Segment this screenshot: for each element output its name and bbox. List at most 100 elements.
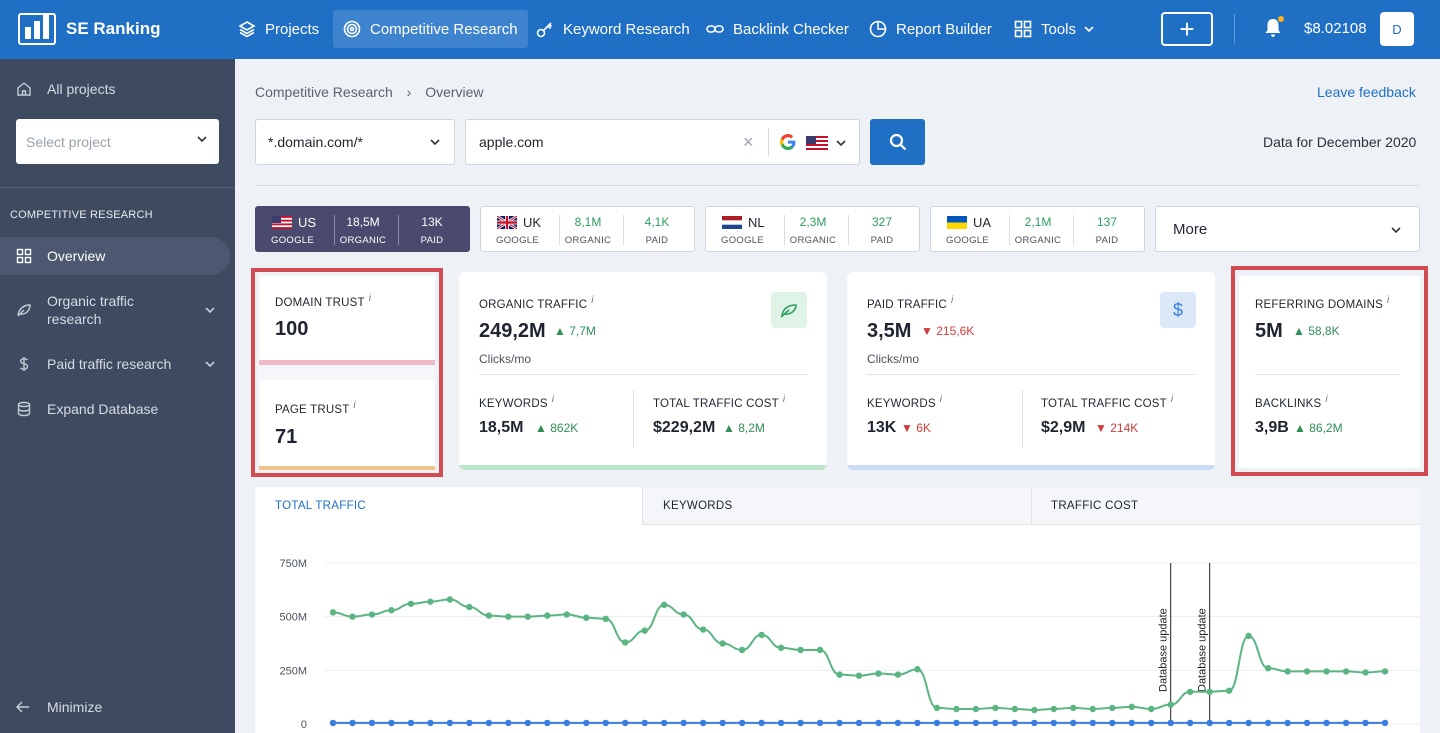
nav-projects[interactable]: Projects (228, 10, 329, 48)
sidebar-minimize[interactable]: Minimize (0, 697, 230, 717)
bell-icon[interactable] (1264, 18, 1282, 38)
paid-traffic-value: 3,5M (867, 320, 912, 342)
data-point (914, 666, 921, 673)
data-point (777, 644, 785, 651)
data-point (505, 719, 512, 727)
breadcrumb-overview: Overview (425, 84, 484, 100)
referring-domains-delta: ▲ 58,8K (1293, 324, 1340, 338)
chevron-down-icon (430, 139, 440, 145)
data-point (1148, 719, 1155, 727)
database-tab-ua[interactable]: UA GOOGLE 2,1M ORGANIC 137 PAID (930, 206, 1145, 252)
sidebar-item-expand-database[interactable]: Expand Database (0, 399, 230, 419)
data-point (894, 719, 902, 727)
tab-divider (559, 215, 560, 245)
data-point (992, 704, 999, 712)
backlinks-value: 3,9B (1255, 419, 1289, 436)
tab-divider (1031, 487, 1032, 525)
logo[interactable]: SE Ranking (18, 13, 160, 45)
sidebar-item-overview[interactable]: Overview (0, 237, 230, 275)
add-button[interactable]: + (1161, 12, 1213, 46)
leave-feedback-link[interactable]: Leave feedback (1317, 84, 1416, 100)
backlinks-delta: ▲ 86,2M (1294, 421, 1343, 435)
card-divider (479, 374, 807, 375)
sidebar-item-all-projects[interactable]: All projects (0, 79, 230, 99)
data-point (1109, 704, 1116, 712)
nav-tools[interactable]: Tools (1004, 10, 1104, 48)
data-point (544, 612, 551, 619)
data-point (583, 719, 590, 727)
data-point (563, 611, 570, 618)
referring-domains-value: 5M (1255, 320, 1283, 342)
traffic-chart-panel: TOTAL TRAFFIC KEYWORDS TRAFFIC COST 750M… (255, 487, 1420, 733)
data-point (1225, 687, 1233, 694)
tab-keywords[interactable]: KEYWORDS (643, 487, 1031, 525)
avatar[interactable]: D (1380, 12, 1414, 46)
search-icon (889, 133, 906, 151)
sidebar-item-paid-traffic[interactable]: Paid traffic research (0, 354, 230, 374)
uk-flag-icon (497, 216, 517, 229)
data-point (699, 626, 707, 633)
organic-traffic-value: 249,2M (479, 320, 546, 342)
tab-divider (1073, 215, 1074, 245)
dollar-icon (19, 357, 29, 371)
breadcrumb-competitive-research[interactable]: Competitive Research (255, 84, 393, 100)
data-point (855, 719, 863, 727)
top-navigation-bar: SE Ranking Projects Competitive Research… (0, 0, 1440, 59)
paid-cost-label: TOTAL TRAFFIC COST i (1041, 394, 1174, 410)
card-gap (259, 365, 435, 380)
paid-keywords-delta: ▼ 6K (901, 421, 931, 435)
account-balance[interactable]: $8.02108 (1304, 20, 1367, 37)
data-point (1225, 719, 1233, 727)
database-tab-nl[interactable]: NL GOOGLE 2,3M ORGANIC 327 PAID (705, 206, 920, 252)
tab-traffic-cost[interactable]: TRAFFIC COST (1031, 487, 1420, 525)
data-point (368, 719, 376, 727)
organic-keywords-delta: ▲ 862K (535, 421, 579, 435)
traffic-line-chart: 750M 500M 250M 0 Database update Database upd… (279, 558, 1420, 731)
data-point (602, 615, 609, 623)
organic-cost-label: TOTAL TRAFFIC COST i (653, 394, 786, 410)
data-point (368, 611, 376, 618)
paid-keywords-label: KEYWORDS i (867, 394, 943, 410)
nav-keyword-research[interactable]: Keyword Research (526, 10, 700, 48)
tab-divider (1009, 215, 1010, 245)
search-button[interactable] (870, 119, 925, 165)
data-point (719, 719, 726, 727)
nav-report-builder[interactable]: Report Builder (859, 10, 1002, 48)
domain-trust-section: DOMAIN TRUST i 100 (259, 276, 435, 363)
data-point (466, 719, 473, 727)
data-point (524, 719, 532, 727)
referring-domains-card: REFERRING DOMAINS i 5M ▲ 58,8K BACKLINKS i… (1239, 276, 1420, 468)
data-point (1206, 688, 1213, 695)
select-project-dropdown[interactable]: Select project (16, 119, 219, 164)
data-point (1070, 719, 1077, 727)
organic-traffic-card: ORGANIC TRAFFIC i 249,2M ▲ 7,7M Clicks/mo… (459, 272, 827, 470)
data-point (894, 671, 902, 678)
highlight-box-trust (251, 268, 443, 477)
data-point (349, 719, 356, 727)
domain-search-input[interactable]: apple.com × (465, 119, 860, 165)
clear-icon[interactable]: × (743, 132, 754, 152)
chevron-down-icon[interactable] (836, 140, 846, 146)
info-icon: i (1387, 295, 1390, 306)
data-point (738, 646, 746, 654)
data-point (1245, 632, 1252, 640)
organic-card-bar (459, 465, 827, 470)
data-point (1245, 719, 1252, 727)
highlight-box-referring (1231, 266, 1428, 476)
data-point (641, 627, 648, 634)
tab-total-traffic[interactable]: TOTAL TRAFFIC (255, 487, 643, 525)
sidebar-item-organic-traffic[interactable]: Organic traffic research (0, 291, 230, 329)
nav-backlink-checker[interactable]: Backlink Checker (696, 10, 859, 48)
home-icon (17, 82, 31, 96)
database-tab-us[interactable]: US GOOGLE 18,5M ORGANIC 13K PAID (255, 206, 470, 252)
search-mode-select[interactable]: *.domain.com/* (255, 119, 455, 165)
google-icon (780, 134, 796, 150)
data-point (1031, 719, 1038, 727)
data-point (680, 719, 687, 727)
annotation-label: Database update (1197, 608, 1209, 692)
nav-competitive-research[interactable]: Competitive Research (333, 10, 528, 48)
data-point (836, 719, 843, 727)
info-icon: i (591, 295, 594, 306)
more-databases-dropdown[interactable]: More (1155, 206, 1420, 252)
database-tab-uk[interactable]: UK GOOGLE 8,1M ORGANIC 4,1K PAID (480, 206, 695, 252)
